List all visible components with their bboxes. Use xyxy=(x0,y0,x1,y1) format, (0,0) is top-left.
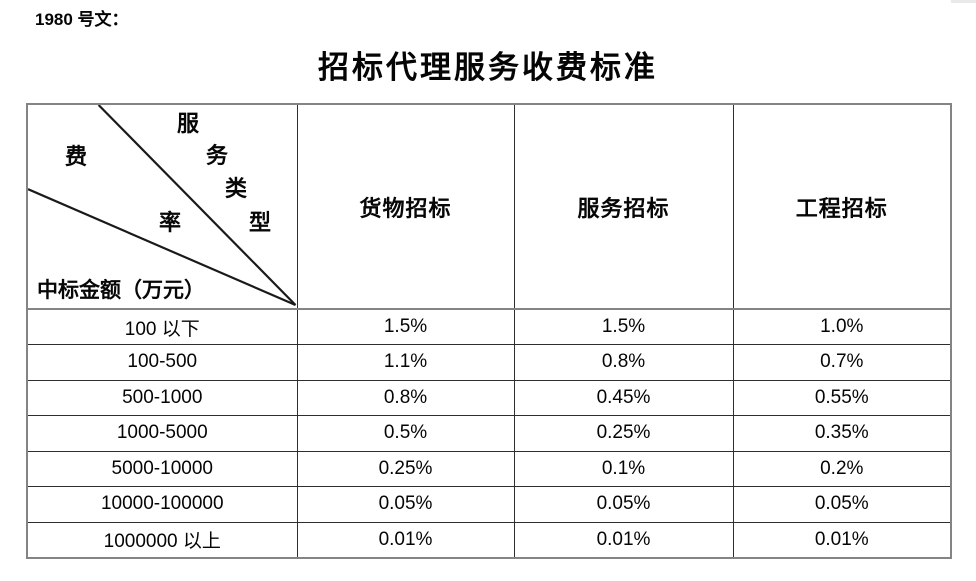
amount-range-cell: 1000-5000 xyxy=(26,415,298,452)
scrollbar-top-fragment xyxy=(951,0,976,3)
table-row: 500-1000 0.8% 0.45% 0.55% xyxy=(26,379,952,416)
amount-range-cell: 500-1000 xyxy=(26,379,298,416)
column-header-service-bidding: 服务招标 xyxy=(513,103,734,310)
fee-value-cell: 0.05% xyxy=(513,486,734,523)
table-row: 100-500 1.1% 0.8% 0.7% xyxy=(26,344,952,381)
fee-standard-table: 服 务 类 型 费 率 中标金额（万元） 货物招标 服务招标 工程招标 100 … xyxy=(26,103,952,559)
amount-range-cell: 100 以下 xyxy=(26,308,298,345)
document-ref-label: 1980 号文： xyxy=(35,10,129,29)
diagonal-corner-cell: 服 务 类 型 费 率 中标金额（万元） xyxy=(26,103,298,310)
page-title: 招标代理服务收费标准 xyxy=(318,50,658,85)
fee-value-cell: 0.01% xyxy=(732,521,952,558)
table-header-row: 服 务 类 型 费 率 中标金额（万元） 货物招标 服务招标 工程招标 xyxy=(26,103,952,310)
corner-label-service-type-char: 型 xyxy=(249,210,272,235)
fee-value-cell: 0.55% xyxy=(732,379,952,416)
fee-value-cell: 1.5% xyxy=(296,308,515,345)
fee-value-cell: 0.5% xyxy=(296,415,515,452)
fee-value-cell: 0.05% xyxy=(732,486,952,523)
fee-value-cell: 0.45% xyxy=(513,379,734,416)
fee-value-cell: 0.2% xyxy=(732,450,952,487)
fee-value-cell: 0.8% xyxy=(513,344,734,381)
amount-range-cell: 1000000 以上 xyxy=(26,521,298,558)
corner-label-fee-rate-char: 费 xyxy=(65,144,88,169)
fee-value-cell: 0.7% xyxy=(732,344,952,381)
amount-range-cell: 100-500 xyxy=(26,344,298,381)
amount-range-cell: 10000-100000 xyxy=(26,486,298,523)
table-row: 5000-10000 0.25% 0.1% 0.2% xyxy=(26,450,952,487)
table-row: 1000-5000 0.5% 0.25% 0.35% xyxy=(26,415,952,452)
corner-label-service-type-char: 类 xyxy=(225,176,248,201)
fee-value-cell: 0.35% xyxy=(732,415,952,452)
table-row: 100 以下 1.5% 1.5% 1.0% xyxy=(26,308,952,345)
column-header-goods-bidding: 货物招标 xyxy=(296,103,515,310)
fee-value-cell: 1.0% xyxy=(732,308,952,345)
fee-value-cell: 1.1% xyxy=(296,344,515,381)
fee-value-cell: 1.5% xyxy=(513,308,734,345)
diagonal-divider-lines xyxy=(28,105,296,307)
column-header-engineering-bidding: 工程招标 xyxy=(732,103,952,310)
fee-value-cell: 0.01% xyxy=(296,521,515,558)
corner-label-service-type-char: 务 xyxy=(206,143,229,168)
table-row: 10000-100000 0.05% 0.05% 0.05% xyxy=(26,486,952,523)
amount-range-cell: 5000-10000 xyxy=(26,450,298,487)
fee-value-cell: 0.1% xyxy=(513,450,734,487)
corner-label-service-type-char: 服 xyxy=(177,111,200,136)
fee-value-cell: 0.25% xyxy=(296,450,515,487)
fee-value-cell: 0.25% xyxy=(513,415,734,452)
table-row: 1000000 以上 0.01% 0.01% 0.01% xyxy=(26,521,952,558)
corner-label-bid-amount: 中标金额（万元） xyxy=(37,278,205,302)
corner-label-fee-rate-char: 率 xyxy=(159,210,182,235)
fee-value-cell: 0.05% xyxy=(296,486,515,523)
fee-value-cell: 0.8% xyxy=(296,379,515,416)
fee-value-cell: 0.01% xyxy=(513,521,734,558)
